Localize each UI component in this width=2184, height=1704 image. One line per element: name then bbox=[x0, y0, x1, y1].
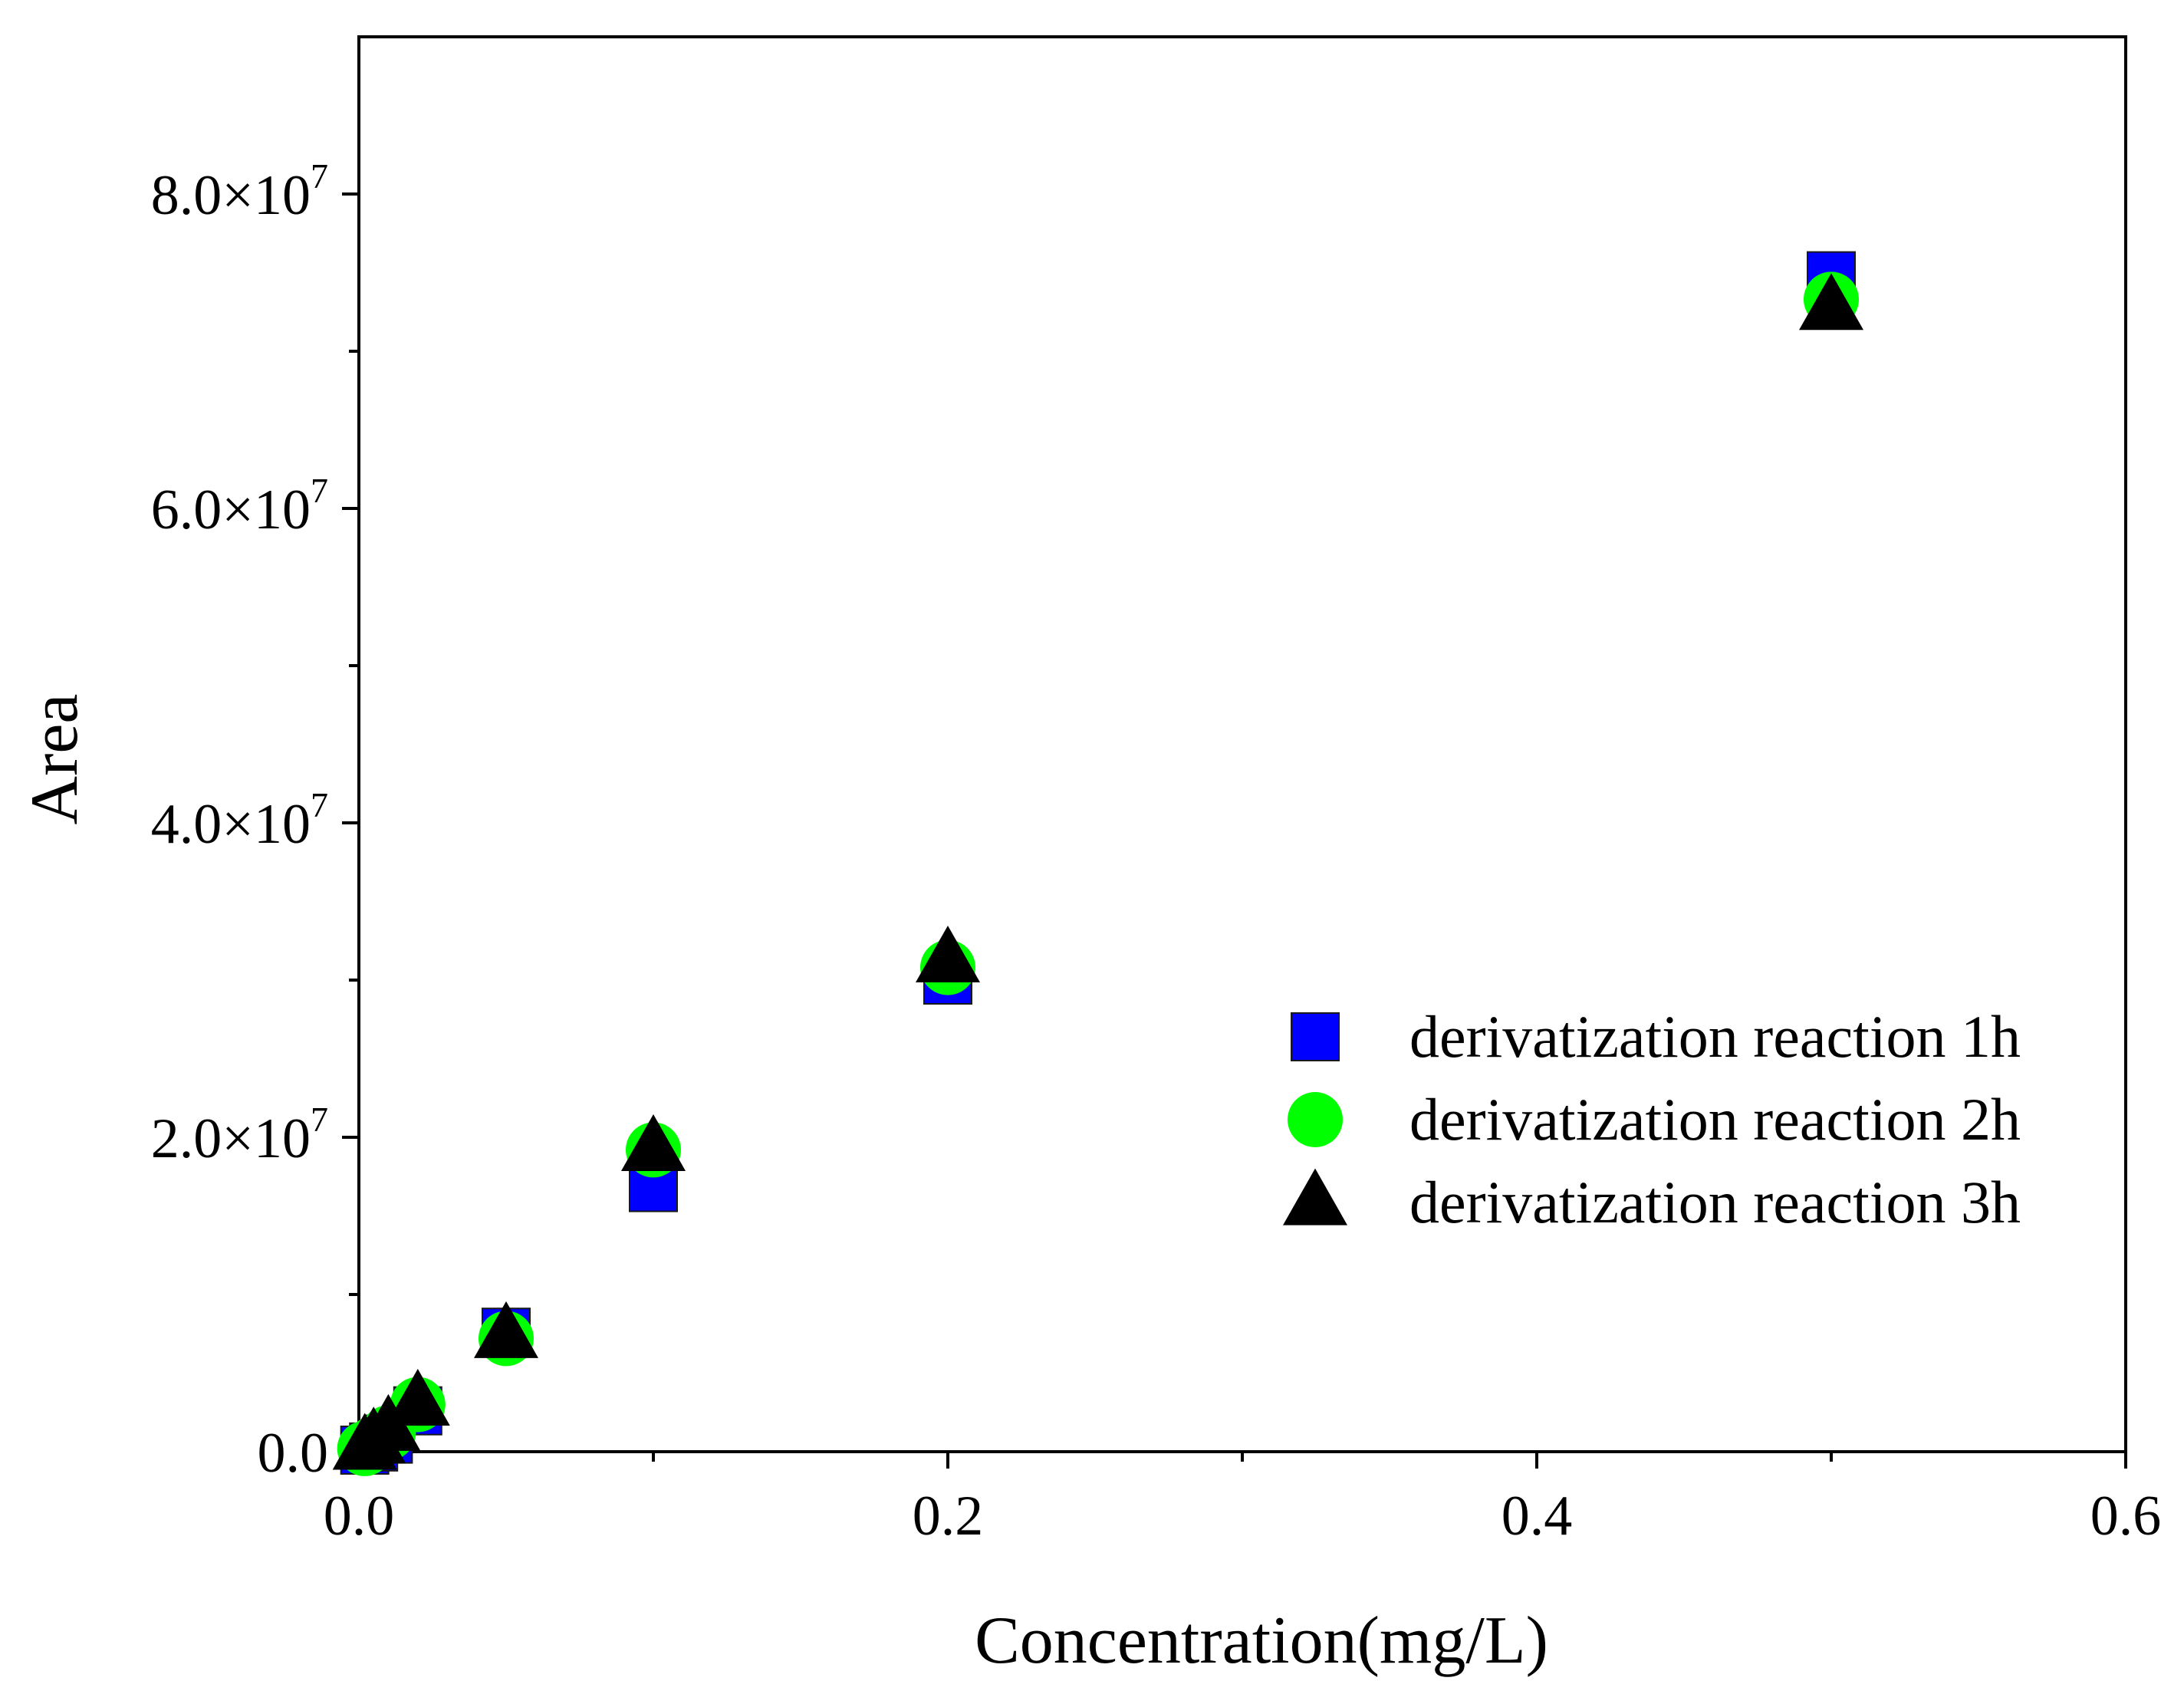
y-axis-title: Area bbox=[18, 694, 92, 825]
axes: 0.0 0.2 0.4 0.6 0.0 2.0×107 4.0×107 6.0×107 8.0×… bbox=[151, 35, 2162, 1548]
legend-label: derivatization reaction 3h bbox=[1409, 1169, 2021, 1235]
legend-label: derivatization reaction 1h bbox=[1409, 1003, 2021, 1070]
legend-entry: derivatization reaction 1h bbox=[1291, 1003, 2021, 1070]
legend-marker-triangle bbox=[1283, 1168, 1347, 1225]
data-point-triangle bbox=[916, 925, 980, 982]
y-tick-label: 6.0×107 bbox=[151, 471, 328, 541]
legend-entry: derivatization reaction 3h bbox=[1283, 1168, 2021, 1235]
legend-entry: derivatization reaction 2h bbox=[1288, 1086, 2021, 1153]
y-tick-label: 8.0×107 bbox=[151, 156, 328, 227]
x-tick-label: 0.2 bbox=[913, 1485, 984, 1548]
series-1 bbox=[340, 251, 1856, 1475]
x-axis-title: Concentration(mg/L) bbox=[975, 1604, 1548, 1678]
legend: derivatization reaction 1h derivatization… bbox=[1283, 1003, 2021, 1235]
legend-label: derivatization reaction 2h bbox=[1409, 1086, 2021, 1153]
data-point-triangle bbox=[1799, 273, 1863, 331]
plot-frame bbox=[357, 35, 2127, 1453]
y-tick-label: 0.0 bbox=[258, 1422, 329, 1485]
y-tick-label: 4.0×107 bbox=[151, 785, 328, 856]
series-2 bbox=[337, 271, 1859, 1476]
legend-marker-circle bbox=[1288, 1092, 1343, 1147]
data-point-triangle bbox=[385, 1369, 450, 1426]
x-tick-label: 0.0 bbox=[324, 1485, 395, 1548]
x-tick-label: 0.6 bbox=[2090, 1485, 2162, 1548]
data-point-triangle bbox=[621, 1114, 686, 1171]
legend-marker-square bbox=[1291, 1012, 1340, 1061]
series-3 bbox=[332, 273, 1863, 1470]
x-tick-label: 0.4 bbox=[1502, 1485, 1573, 1548]
data-point-triangle bbox=[474, 1301, 538, 1358]
data-marks bbox=[332, 251, 1863, 1476]
y-tick-label: 2.0×107 bbox=[151, 1100, 328, 1170]
